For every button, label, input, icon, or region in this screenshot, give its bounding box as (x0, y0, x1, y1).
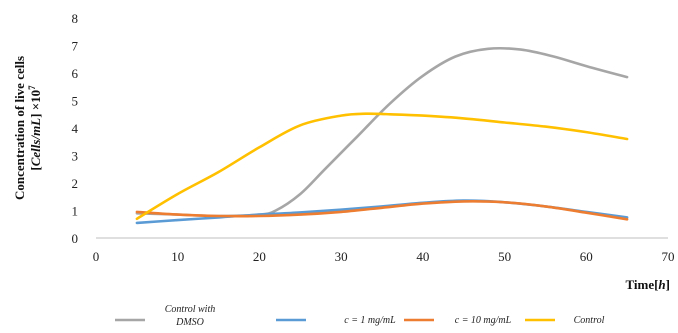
y-axis-label-line2: [Cells/mL] ×107 (27, 85, 43, 171)
y-tick-label: 5 (72, 94, 79, 109)
legend-label: c = 1 mg/mL (344, 315, 396, 326)
series-line-control-with-dmso (135, 46, 629, 218)
x-tick-label: 20 (253, 249, 266, 264)
series-line-control (135, 112, 629, 221)
x-tick-label: 30 (335, 249, 348, 264)
y-axis-title: Concentration of live cells [Cells/mL] ×1… (12, 56, 43, 200)
x-tick-label: 60 (580, 249, 593, 264)
legend-label: Control with (165, 304, 215, 315)
legend-item-control-with-dmso: Control with DMSO (115, 304, 215, 328)
legend-item-c-10-mg-ml: c = 10 mg/mL (404, 315, 512, 326)
series-line-c-1-mg-ml (135, 199, 629, 225)
y-tick-label: 0 (72, 231, 79, 246)
y-tick-label: 8 (72, 11, 79, 26)
x-tick-label: 40 (416, 249, 429, 264)
x-tick-label: 50 (498, 249, 511, 264)
axes: 0 10 20 30 40 50 60 70 0 1 2 3 4 5 6 7 8 (72, 11, 675, 264)
y-axis-label-line1: Concentration of live cells (12, 56, 27, 200)
y-tick-label: 1 (72, 204, 79, 219)
x-tick-label: 10 (171, 249, 184, 264)
y-tick-label: 7 (72, 39, 79, 54)
x-tick-label: 0 (93, 249, 100, 264)
legend-item-c-1-mg-ml: c = 1 mg/mL (276, 315, 396, 326)
x-axis-title: Time[h] (625, 277, 670, 292)
x-axis-label: Time[h] (625, 277, 670, 292)
series-line-c-10-mg-ml (135, 200, 629, 221)
y-tick-label: 3 (72, 149, 79, 164)
legend: Control with DMSO c = 1 mg/mL c = 10 mg/mL C… (115, 304, 605, 328)
legend-item-control: Control (525, 315, 605, 326)
legend-label: Control (574, 315, 605, 326)
series-lines (135, 46, 629, 225)
y-tick-label: 6 (72, 66, 79, 81)
legend-label: c = 10 mg/mL (455, 315, 512, 326)
legend-label: DMSO (175, 317, 204, 328)
x-tick-label: 70 (662, 249, 675, 264)
y-tick-label: 4 (72, 121, 79, 136)
y-tick-label: 2 (72, 176, 79, 191)
